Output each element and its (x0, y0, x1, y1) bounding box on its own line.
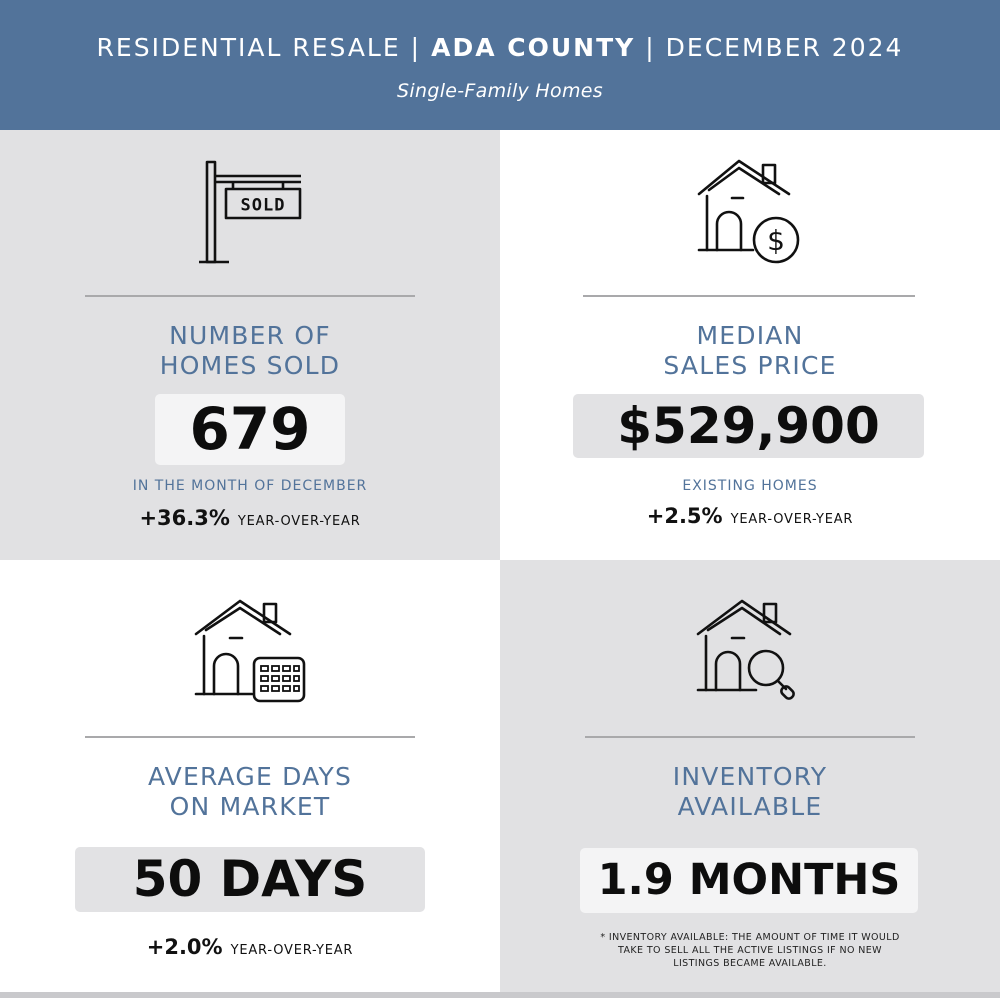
metric-label-line1: INVENTORY (672, 762, 828, 791)
yoy-percent: +2.5% (646, 504, 723, 528)
metric-label-line1: MEDIAN (696, 321, 804, 350)
sold-sign-icon: SOLD (199, 160, 302, 264)
divider (85, 736, 415, 738)
header-banner: RESIDENTIAL RESALE | ADA COUNTY | DECEMBER 2… (0, 0, 1000, 130)
homes-sold-card: SOLD NUMBER OF HOMES SOLD 679 IN THE MON… (0, 130, 500, 560)
metric-label: AVERAGE DAYS ON MARKET (0, 762, 500, 822)
sold-sign-text: SOLD (241, 196, 286, 216)
metric-value: 1.9 MONTHS (580, 848, 918, 913)
metric-label: INVENTORY AVAILABLE (500, 762, 1000, 822)
metric-label-line2: SALES PRICE (663, 351, 837, 380)
page-subtitle: Single-Family Homes (397, 80, 603, 102)
yoy-change: +36.3% YEAR-OVER-YEAR (0, 506, 500, 530)
yoy-label: YEAR-OVER-YEAR (237, 514, 361, 529)
metric-value: 50 DAYS (75, 847, 425, 912)
title-separator: | (645, 33, 656, 62)
footnote-line: TAKE TO SELL ALL THE ACTIVE LISTINGS IF … (618, 945, 882, 956)
bottom-border (0, 992, 1000, 998)
metric-label-line1: AVERAGE DAYS (147, 762, 353, 791)
divider (583, 295, 915, 297)
metric-label-line2: HOMES SOLD (159, 351, 341, 380)
dollar-glyph: $ (767, 224, 785, 257)
metric-sublabel: IN THE MONTH OF DECEMBER (132, 478, 368, 494)
divider (585, 736, 915, 738)
yoy-percent: +36.3% (139, 506, 230, 530)
metric-label: MEDIAN SALES PRICE (500, 321, 1000, 381)
footnote-line: * INVENTORY AVAILABLE: THE AMOUNT OF TIM… (600, 932, 900, 943)
metric-label-line2: ON MARKET (169, 792, 331, 821)
footnote-line: LISTINGS BECAME AVAILABLE. (673, 958, 827, 969)
house-dollar-icon: $ (697, 159, 800, 264)
inventory-footnote: * INVENTORY AVAILABLE: THE AMOUNT OF TIM… (590, 931, 910, 970)
house-magnifier-icon (696, 599, 795, 700)
page-title: RESIDENTIAL RESALE | ADA COUNTY | DECEMBER 2… (0, 33, 1000, 62)
days-on-market-card: AVERAGE DAYS ON MARKET 50 DAYS +2.0% YEAR… (0, 560, 500, 992)
metric-label: NUMBER OF HOMES SOLD (0, 321, 500, 381)
house-calendar-icon (194, 599, 306, 703)
median-price-card: $ MEDIAN SALES PRICE $529,900 EXISTING H… (500, 130, 1000, 560)
yoy-change: +2.0% YEAR-OVER-YEAR (0, 935, 500, 959)
yoy-label: YEAR-OVER-YEAR (730, 512, 854, 527)
title-report-type: RESIDENTIAL RESALE (96, 33, 401, 62)
metric-value: $529,900 (573, 394, 924, 458)
metric-label-line2: AVAILABLE (677, 792, 823, 821)
metric-sublabel: EXISTING HOMES (682, 478, 818, 494)
title-period: DECEMBER 2024 (665, 33, 904, 62)
divider (85, 295, 415, 297)
metric-label-line1: NUMBER OF (169, 321, 331, 350)
yoy-label: YEAR-OVER-YEAR (230, 943, 354, 958)
yoy-change: +2.5% YEAR-OVER-YEAR (500, 504, 1000, 528)
title-county: ADA COUNTY (431, 33, 636, 62)
metric-value: 679 (155, 394, 345, 465)
inventory-card: INVENTORY AVAILABLE 1.9 MONTHS * INVENTO… (500, 560, 1000, 992)
title-separator: | (410, 33, 422, 62)
yoy-percent: +2.0% (146, 935, 223, 959)
